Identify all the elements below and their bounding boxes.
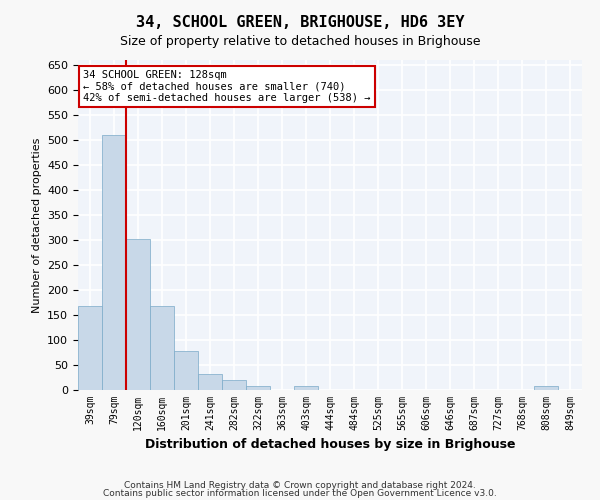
Bar [102,135,126,390]
X-axis label: Distribution of detached houses by size in Brighouse: Distribution of detached houses by size … [145,438,515,452]
Bar [174,351,198,390]
Bar [126,239,150,390]
Bar [294,386,318,390]
Text: Contains public sector information licensed under the Open Government Licence v3: Contains public sector information licen… [103,488,497,498]
Y-axis label: Number of detached properties: Number of detached properties [32,138,41,312]
Text: 34 SCHOOL GREEN: 128sqm
← 58% of detached houses are smaller (740)
42% of semi-d: 34 SCHOOL GREEN: 128sqm ← 58% of detache… [83,70,371,103]
Bar [222,380,246,390]
Text: Contains HM Land Registry data © Crown copyright and database right 2024.: Contains HM Land Registry data © Crown c… [124,481,476,490]
Bar [150,306,174,390]
Text: Size of property relative to detached houses in Brighouse: Size of property relative to detached ho… [120,35,480,48]
Bar [78,306,102,390]
Bar [198,374,222,390]
Bar [246,386,270,390]
Bar [534,386,558,390]
Text: 34, SCHOOL GREEN, BRIGHOUSE, HD6 3EY: 34, SCHOOL GREEN, BRIGHOUSE, HD6 3EY [136,15,464,30]
